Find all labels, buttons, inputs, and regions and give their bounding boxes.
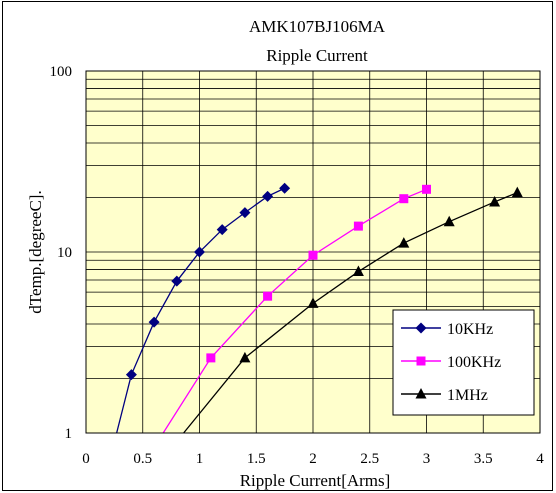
series-markers <box>125 182 523 381</box>
data-point-2 <box>489 195 501 207</box>
x-tick-label: 2.5 <box>360 451 379 467</box>
legend-label: 10KHz <box>447 321 493 338</box>
data-point-1 <box>353 221 363 231</box>
x-tick-label: 1.5 <box>247 451 266 467</box>
x-tick-label: 1 <box>196 451 204 467</box>
y-axis-label: dTemp.[degreeC]. <box>26 190 45 313</box>
data-point-0 <box>148 316 160 328</box>
series-line-2 <box>183 191 518 434</box>
y-tick-labels: 1 10 100 <box>50 64 73 442</box>
data-point-1 <box>308 250 318 260</box>
x-tick-labels: 0 0.5 1 1.5 2 2.5 3 3.5 4 <box>82 451 544 467</box>
x-tick-label: 3 <box>423 451 431 467</box>
chart-title: AMK107BJ106MA <box>249 17 386 36</box>
data-point-1 <box>263 291 273 301</box>
chart-subtitle: Ripple Current <box>266 46 368 65</box>
data-point-0 <box>194 246 205 258</box>
plot-border <box>85 70 541 434</box>
data-point-2 <box>443 215 455 227</box>
y-tick-label: 10 <box>57 245 72 261</box>
y-tick-label: 100 <box>50 64 73 80</box>
data-point-2 <box>239 351 251 363</box>
data-point-0 <box>216 224 228 236</box>
legend-label: 1MHz <box>447 387 488 404</box>
x-tick-label: 4 <box>536 451 544 467</box>
data-point-1 <box>206 353 216 363</box>
x-tick-label: 0 <box>82 451 90 467</box>
data-point-2 <box>352 265 364 277</box>
data-point-2 <box>511 186 523 198</box>
x-tick-label: 3.5 <box>474 451 493 467</box>
x-tick-label: 0.5 <box>133 451 152 467</box>
data-point-2 <box>307 297 319 308</box>
data-point-0 <box>279 182 291 194</box>
y-tick-label: 1 <box>65 426 73 442</box>
x-axis-label: Ripple Current[Arms] <box>240 471 391 490</box>
legend-marker-0 <box>415 322 427 334</box>
data-point-2 <box>398 237 410 248</box>
legend-marker-2 <box>415 388 427 399</box>
data-point-1 <box>399 194 409 204</box>
legend-marker-1 <box>416 356 426 366</box>
data-point-0 <box>171 275 183 287</box>
data-point-1 <box>422 184 431 194</box>
x-tick-label: 2 <box>309 451 317 467</box>
data-point-0 <box>125 369 137 381</box>
data-point-0 <box>262 190 274 202</box>
legend-label: 100KHz <box>447 354 501 371</box>
data-point-0 <box>239 207 251 219</box>
legend: 10KHz 100KHz 1MHz <box>392 309 535 416</box>
